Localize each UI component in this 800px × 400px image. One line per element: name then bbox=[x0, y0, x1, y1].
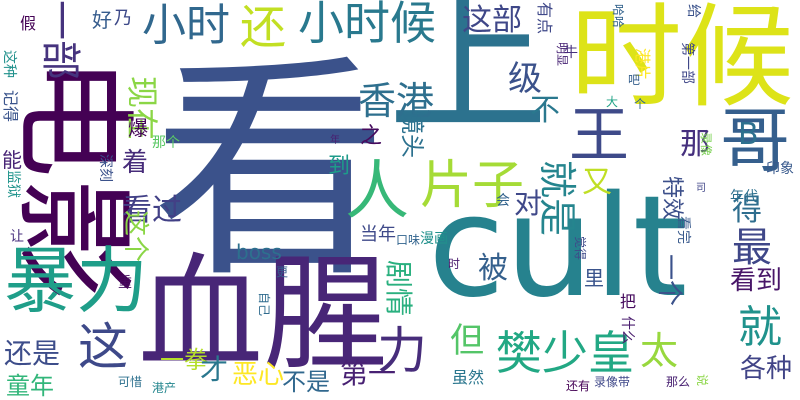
word: 假 bbox=[20, 14, 37, 33]
word: 香港 bbox=[358, 79, 435, 123]
word: 记得 bbox=[1, 90, 20, 123]
word: 恶心 bbox=[232, 360, 285, 390]
word: 各种 bbox=[740, 354, 793, 384]
word: 那 bbox=[680, 127, 710, 162]
word: 樊少皇 bbox=[496, 326, 634, 380]
word: 看 bbox=[152, 34, 389, 309]
word: 剧情 bbox=[382, 260, 415, 317]
word: 哈哈 bbox=[611, 4, 625, 29]
word: 这个 bbox=[120, 210, 150, 263]
word: 自己 bbox=[257, 292, 271, 317]
word: 太 bbox=[640, 329, 679, 373]
word: 就 bbox=[738, 302, 782, 353]
word: 被 bbox=[478, 251, 508, 286]
word: 什么 bbox=[619, 316, 635, 344]
word: 王 bbox=[569, 101, 629, 171]
word: 就是 bbox=[535, 160, 579, 237]
word: 级 bbox=[508, 59, 542, 99]
word: 到 bbox=[328, 154, 351, 179]
word: 镜头 bbox=[398, 110, 426, 158]
word: 明显 bbox=[555, 42, 569, 67]
word: 爆 bbox=[128, 116, 148, 140]
word: 看过 bbox=[122, 193, 182, 228]
word: 哥 bbox=[720, 100, 790, 182]
word: 一部 bbox=[37, 0, 83, 80]
word: 之 bbox=[360, 124, 383, 149]
word: 小时 bbox=[142, 0, 230, 51]
word: 一拳 bbox=[160, 346, 208, 374]
word: 能 bbox=[2, 148, 22, 172]
word: 得 bbox=[732, 193, 762, 228]
word: 大 bbox=[606, 95, 619, 109]
word: 说 bbox=[695, 374, 709, 387]
word: 监狱 bbox=[5, 170, 21, 198]
word: 那个 bbox=[152, 135, 180, 151]
word: 还 bbox=[240, 0, 286, 54]
word: 才 bbox=[200, 353, 229, 386]
word: 不 bbox=[530, 93, 560, 128]
word: 好 bbox=[92, 8, 112, 32]
word: 时候 bbox=[570, 0, 794, 123]
word: 录像 bbox=[699, 132, 713, 157]
word: 这 bbox=[78, 318, 128, 376]
word: 乃 bbox=[114, 8, 132, 29]
word: 漫画 bbox=[420, 231, 448, 247]
word: 这种 bbox=[1, 50, 17, 78]
word: 让 bbox=[10, 229, 24, 245]
word: 觉得 bbox=[573, 236, 587, 261]
word: 人 bbox=[345, 155, 409, 229]
word: 当年 bbox=[360, 224, 396, 245]
word: 深刻 bbox=[97, 154, 113, 182]
word: 录像带 bbox=[594, 375, 631, 389]
word: 吧 bbox=[628, 73, 641, 87]
word: 年 bbox=[330, 135, 340, 146]
word: 但 bbox=[450, 321, 484, 361]
word: 力 bbox=[377, 322, 427, 380]
word: 重 bbox=[118, 275, 132, 291]
word: 年代 bbox=[730, 189, 758, 205]
word: 一个 bbox=[654, 254, 684, 307]
word: 那么 bbox=[666, 375, 691, 389]
word: 看到 bbox=[730, 266, 783, 296]
word: 不是 bbox=[282, 368, 330, 396]
word: 小时候 bbox=[298, 0, 436, 50]
word: 这部 bbox=[462, 3, 522, 38]
word: 司 bbox=[696, 183, 706, 194]
word: 印象 bbox=[766, 161, 794, 177]
word: 最 bbox=[732, 225, 772, 271]
word: 会 bbox=[496, 193, 510, 209]
word: 给 bbox=[685, 4, 701, 18]
word: 第一 bbox=[340, 357, 397, 390]
word: 牛 bbox=[564, 45, 578, 61]
word: 把 bbox=[620, 292, 637, 311]
word: 更 bbox=[276, 265, 289, 279]
word: 口味 bbox=[396, 233, 421, 247]
word: 还是 bbox=[4, 337, 61, 370]
word: 虽然 bbox=[452, 368, 485, 387]
word: 血腥 bbox=[138, 242, 388, 387]
word: 看完 bbox=[675, 216, 691, 244]
word: boss bbox=[236, 240, 282, 264]
word: 可惜 bbox=[118, 375, 143, 389]
word: 里 bbox=[584, 266, 604, 290]
word: 时 bbox=[448, 257, 461, 271]
word: 上 bbox=[388, 0, 549, 155]
word: 个 bbox=[634, 97, 647, 111]
word: 还有 bbox=[566, 379, 591, 393]
word: B bbox=[738, 117, 759, 152]
word: 特效 bbox=[659, 176, 684, 221]
word: 暴力 bbox=[4, 239, 149, 323]
word: 对 bbox=[514, 187, 543, 220]
word: 港产 bbox=[152, 381, 177, 395]
word: 有点 bbox=[535, 2, 554, 35]
word: 童年 bbox=[6, 372, 54, 400]
word: cult bbox=[428, 166, 688, 329]
word: 着 bbox=[122, 148, 149, 178]
word: 又 bbox=[582, 165, 612, 200]
word: 第一部 bbox=[679, 42, 695, 84]
word: 片子 bbox=[420, 156, 525, 216]
